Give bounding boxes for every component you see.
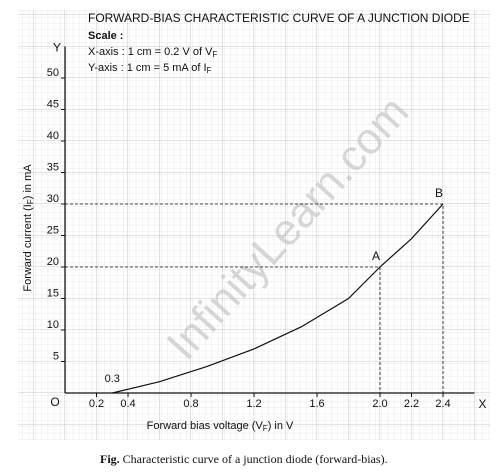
point-label: B [435,186,443,200]
curve [112,203,444,394]
scale-heading: Scale : [88,30,123,42]
y-axis-letter: Y [53,41,61,55]
y-tick-label: 25 [47,224,59,236]
x-tick-label: 2.4 [435,398,450,410]
scale-y: Y-axis : 1 cm = 5 mA of IF [88,62,212,75]
x-axis-letter: X [478,397,486,411]
graph-paper [18,10,490,440]
x-tick-label: 0.8 [183,398,198,410]
point-label: A [372,249,380,263]
x-tick-label: 2.0 [372,398,387,410]
origin-label: O [50,395,59,409]
y-tick-label: 10 [47,319,59,331]
y-axis-title: Forward current (IF) in mA [22,164,35,292]
x-tick-label: 1.2 [246,398,261,410]
chart-title: FORWARD-BIAS CHARACTERISTIC CURVE OF A J… [88,11,470,25]
caption: Fig. Characteristic curve of a junction … [100,452,388,466]
scale-x: X-axis : 1 cm = 0.2 V of VF [88,46,217,59]
y-tick-label: 5 [53,350,59,362]
y-tick-label: 50 [47,67,59,79]
guide-line [65,266,381,393]
y-tick-label: 15 [47,287,59,299]
y-tick-label: 30 [47,193,59,205]
point-label: 0.3 [105,373,120,385]
y-tick-label: 40 [47,130,59,142]
y-tick-label: 35 [47,161,59,173]
y-tick-label: 20 [47,256,59,268]
x-axis-title: Forward bias voltage (VF) in V [147,420,294,433]
y-tick-label: 45 [47,98,59,110]
guide-line [65,203,444,393]
x-tick-label: 2.2 [404,398,419,410]
x-tick-label: 0.4 [120,398,135,410]
x-tick-label: 1.6 [309,398,324,410]
x-tick-label: 0.2 [89,398,104,410]
